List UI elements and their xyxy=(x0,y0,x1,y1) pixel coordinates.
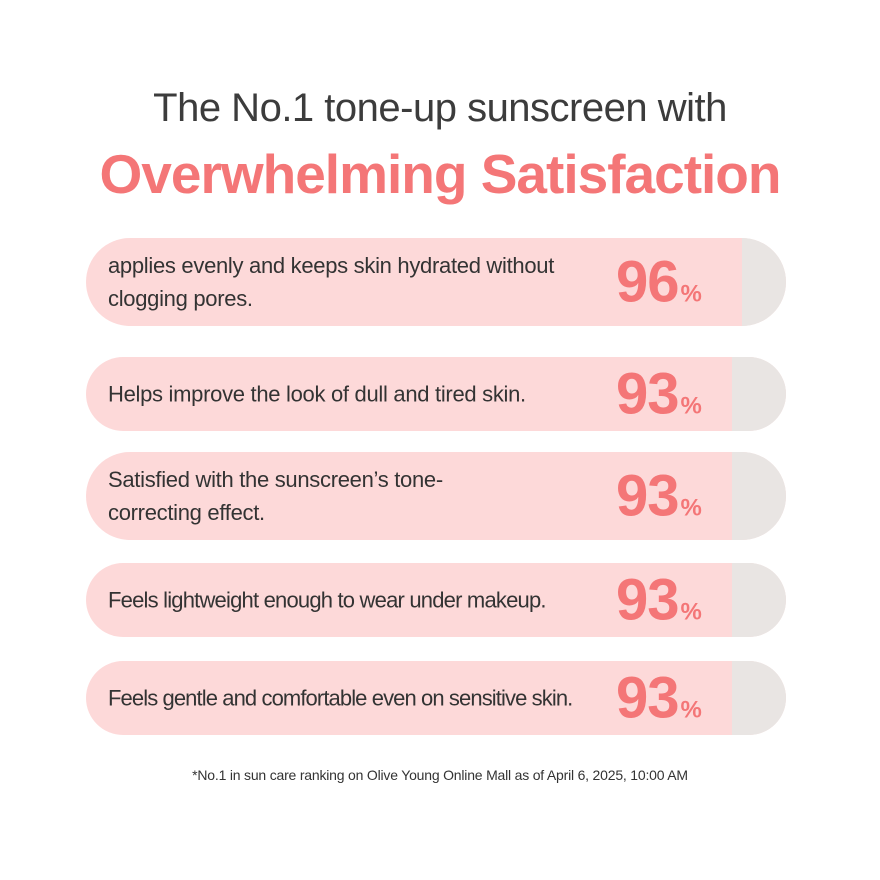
pill-cap xyxy=(732,357,786,431)
pill-cap xyxy=(732,563,786,637)
stat-percentage: 93% xyxy=(616,463,702,530)
stat-value: 93 xyxy=(616,463,680,529)
stat-percentage: 93% xyxy=(616,361,702,428)
stat-percentage: 93% xyxy=(616,567,702,634)
stat-pill: Helps improve the look of dull and tired… xyxy=(86,357,786,431)
percent-sign: % xyxy=(680,280,702,308)
stat-pill: Satisfied with the sunscreen’s tone-corr… xyxy=(86,452,786,540)
percent-sign: % xyxy=(680,696,702,724)
stat-value: 93 xyxy=(616,361,680,427)
stat-percentage: 96% xyxy=(616,249,702,316)
stat-text: Feels lightweight enough to wear under m… xyxy=(108,587,547,613)
stat-text: Satisfied with the sunscreen’s tone-corr… xyxy=(108,467,443,525)
stat-text: applies evenly and keeps skin hydrated w… xyxy=(108,253,555,311)
stat-pill: applies evenly and keeps skin hydrated w… xyxy=(86,238,786,326)
stat-percentage: 93% xyxy=(616,665,702,732)
pill-cap xyxy=(732,661,786,735)
stat-pill: Feels lightweight enough to wear under m… xyxy=(86,563,786,637)
percent-sign: % xyxy=(680,598,702,626)
stat-text: Feels gentle and comfortable even on sen… xyxy=(108,685,573,711)
stat-value: 96 xyxy=(616,249,680,315)
percent-sign: % xyxy=(680,494,702,522)
stat-value: 93 xyxy=(616,567,680,633)
pill-cap xyxy=(732,452,786,540)
pill-cap xyxy=(742,238,786,326)
stat-value: 93 xyxy=(616,665,680,731)
stat-pill: Feels gentle and comfortable even on sen… xyxy=(86,661,786,735)
headline: The No.1 tone-up sunscreen with xyxy=(153,86,727,130)
percent-sign: % xyxy=(680,392,702,420)
stat-text: Helps improve the look of dull and tired… xyxy=(108,381,526,407)
footnote: *No.1 in sun care ranking on Olive Young… xyxy=(192,767,688,783)
accent-title: Overwhelming Satisfaction xyxy=(99,143,781,205)
